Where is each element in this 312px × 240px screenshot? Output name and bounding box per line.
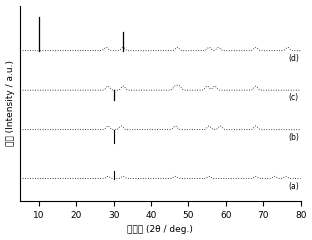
Text: (c): (c) [289, 93, 299, 102]
Y-axis label: 强度 (Intensity / a.u.): 强度 (Intensity / a.u.) [6, 60, 15, 146]
Text: (d): (d) [288, 54, 299, 63]
Text: (b): (b) [288, 133, 299, 142]
X-axis label: 衍射角 (2θ / deg.): 衍射角 (2θ / deg.) [128, 225, 193, 234]
Text: (a): (a) [288, 182, 299, 191]
